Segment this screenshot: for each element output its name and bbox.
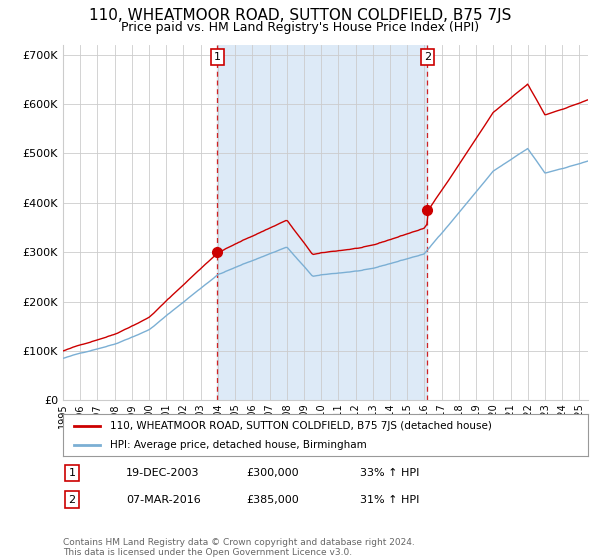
Text: 1: 1: [214, 52, 221, 62]
Text: Price paid vs. HM Land Registry's House Price Index (HPI): Price paid vs. HM Land Registry's House …: [121, 21, 479, 34]
Text: £300,000: £300,000: [246, 468, 299, 478]
Text: 2: 2: [68, 494, 76, 505]
Text: HPI: Average price, detached house, Birmingham: HPI: Average price, detached house, Birm…: [110, 440, 367, 450]
Text: 31% ↑ HPI: 31% ↑ HPI: [360, 494, 419, 505]
Text: 33% ↑ HPI: 33% ↑ HPI: [360, 468, 419, 478]
Text: 110, WHEATMOOR ROAD, SUTTON COLDFIELD, B75 7JS: 110, WHEATMOOR ROAD, SUTTON COLDFIELD, B…: [89, 8, 511, 24]
Text: 2: 2: [424, 52, 431, 62]
Text: £385,000: £385,000: [246, 494, 299, 505]
Text: Contains HM Land Registry data © Crown copyright and database right 2024.
This d: Contains HM Land Registry data © Crown c…: [63, 538, 415, 557]
Bar: [217, 45, 427, 400]
Text: 07-MAR-2016: 07-MAR-2016: [126, 494, 201, 505]
Text: 19-DEC-2003: 19-DEC-2003: [126, 468, 199, 478]
Text: 1: 1: [68, 468, 76, 478]
Text: 110, WHEATMOOR ROAD, SUTTON COLDFIELD, B75 7JS (detached house): 110, WHEATMOOR ROAD, SUTTON COLDFIELD, B…: [110, 421, 492, 431]
